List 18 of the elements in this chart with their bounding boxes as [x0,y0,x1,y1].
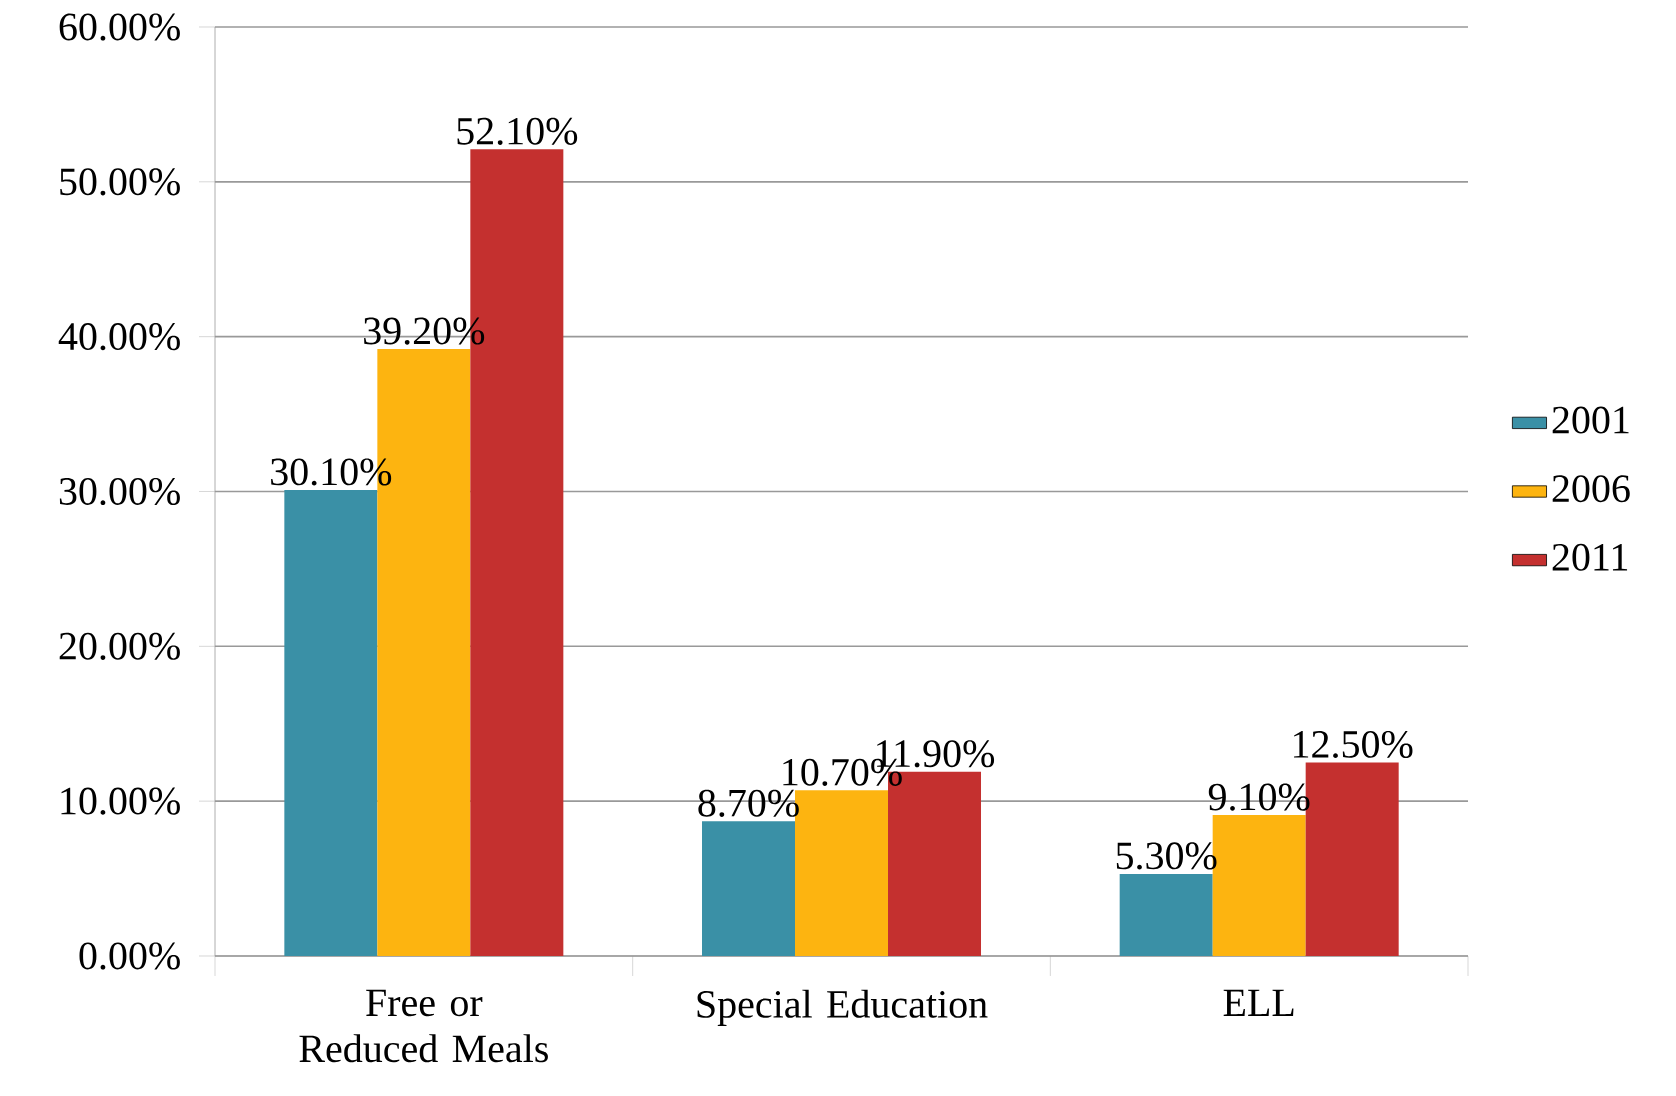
y-tick-label: 10.00% [61,787,180,815]
data-label: 52.10% [457,117,578,145]
bar [1119,873,1213,956]
data-label: 12.50% [1294,730,1413,759]
legend-label: 2011 [1552,543,1628,571]
bar [284,489,378,956]
x-tick-label: Free or Reduced Meals [299,989,548,1063]
y-tick-label: 40.00% [58,323,180,351]
legend-label: 2001 [1552,406,1629,434]
x-tick-label: Special Education [697,989,988,1026]
y-tick-label: 30.00% [59,477,180,506]
legend-label: 2006 [1552,475,1630,503]
y-tick-label: 50.00% [60,168,180,196]
y-tick-label: 60.00% [59,13,180,41]
bar [702,821,796,956]
x-tick-label: ELL [1223,989,1294,1016]
y-tick-label: 20.00% [59,632,180,660]
y-tick-label: 0.00% [79,942,180,970]
